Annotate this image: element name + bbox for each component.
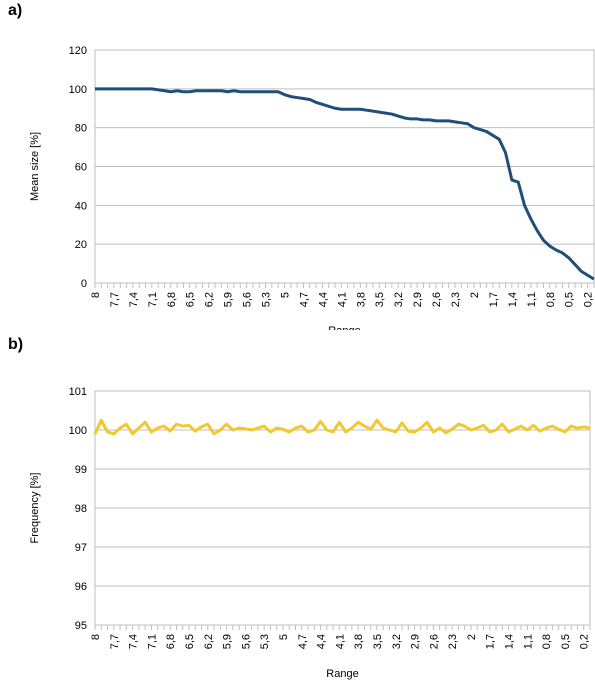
chart-a-x-tick-label: 4,1 — [336, 292, 348, 307]
chart-b-y-tick-label: 98 — [75, 503, 87, 515]
chart-b-x-tick-label: 7,1 — [146, 634, 158, 649]
chart-b-x-tick-label: 2,9 — [410, 634, 422, 649]
chart-b-x-tick-label: 4,7 — [297, 634, 309, 649]
chart-b-x-tick-label: 0,5 — [560, 634, 572, 649]
chart-a-x-tick-label: 7,7 — [109, 292, 121, 307]
chart-a-series-line — [95, 87, 595, 281]
chart-b-x-tick-label: 1,7 — [485, 634, 497, 649]
chart-a-x-tick-label: 5 — [279, 292, 291, 298]
chart-a-x-tick-label: 0,2 — [583, 292, 595, 307]
chart-a-x-tick-label: 8 — [90, 292, 102, 298]
chart-b-x-tick-label: 3,2 — [391, 634, 403, 649]
chart-b-x-axis-label: Range — [326, 668, 358, 680]
chart-b-y-tick-label: 99 — [75, 464, 87, 476]
panel-a-label: a) — [8, 2, 23, 19]
chart-b-x-tick-label: 1,4 — [504, 634, 516, 649]
chart-a-x-tick-label: 0,8 — [545, 292, 557, 307]
chart-b-x-tick-label: 6,5 — [184, 634, 196, 649]
chart-b-x-tick-label: 4,4 — [316, 634, 328, 649]
chart-b-x-tick-label: 0,2 — [579, 634, 591, 649]
chart-a-x-tick-label: 6,2 — [204, 292, 216, 307]
chart-a-x-tick-label: 3,2 — [393, 292, 405, 307]
chart-b-x-tick-label: 3,8 — [353, 634, 365, 649]
chart-b-y-tick-label: 95 — [75, 620, 87, 632]
chart-b-x-tick-label: 1,1 — [522, 634, 534, 649]
chart-b-x-tick-label: 5,9 — [222, 634, 234, 649]
chart-b-y-tick-label: 97 — [75, 542, 87, 554]
chart-a-x-tick-label: 1,7 — [488, 292, 500, 307]
frequency-chart: 95 96 97 98 99 100 101 8 7,7 7,4 7,1 6,8 6,5 6,2 5,9 5,… — [29, 386, 591, 680]
chart-b-x-tick-label: 3,5 — [372, 634, 384, 649]
chart-b-y-tick-label: 96 — [75, 581, 87, 593]
chart-a-x-tick-label: 5,9 — [223, 292, 235, 307]
chart-a-x-tick-label: 6,5 — [185, 292, 197, 307]
chart-b-x-tick-label: 4,1 — [334, 634, 346, 649]
chart-b-x-tick-label: 5,3 — [259, 634, 271, 649]
chart-b-y-tick-label: 101 — [69, 386, 87, 398]
chart-a-y-tick-label: 20 — [75, 239, 87, 251]
panel-b-label: b) — [8, 336, 24, 353]
chart-a-x-tick-label: 1,1 — [526, 292, 538, 307]
chart-a-y-tick-label: 60 — [75, 162, 87, 174]
chart-a-x-tick-label: 5,6 — [242, 292, 254, 307]
chart-b-series-line — [93, 418, 591, 436]
chart-a-y-tick-label: 80 — [75, 123, 87, 135]
chart-b-x-tick-label: 5,6 — [240, 634, 252, 649]
chart-a-x-tick-label: 7,4 — [128, 292, 140, 307]
chart-b-x-tick-label: 5 — [278, 634, 290, 640]
chart-a-x-tick-label: 1,4 — [507, 292, 519, 307]
chart-a-x-tick-label: 2,6 — [431, 292, 443, 307]
chart-a-y-axis-label: Mean size [%] — [29, 132, 41, 201]
chart-a-y-tick-label: 0 — [81, 278, 87, 290]
chart-a-x-tick-label: 5,3 — [261, 292, 273, 307]
chart-a-y-tick-label: 40 — [75, 200, 87, 212]
chart-a-y-tick-label: 120 — [69, 45, 87, 57]
chart-a-y-tick-label: 100 — [69, 84, 87, 96]
chart-b-x-tick-label: 7,7 — [109, 634, 121, 649]
chart-b-x-tick-label: 2,6 — [428, 634, 440, 649]
chart-a-x-tick-label: 6,8 — [166, 292, 178, 307]
chart-b-y-tick-label: 100 — [69, 425, 87, 437]
chart-b-x-tick-label: 8 — [90, 634, 102, 640]
chart-b-x-tick-label: 6,8 — [165, 634, 177, 649]
chart-b-x-tick-label: 7,4 — [128, 634, 140, 649]
chart-b-x-tick-label: 2,3 — [447, 634, 459, 649]
chart-a-x-tick-label: 0,5 — [564, 292, 576, 307]
mean-size-chart: 0 20 40 60 80 100 120 8 7,7 7,4 7,1 6,8 6,5 6,2 5,9 5,6… — [29, 45, 595, 330]
chart-a-x-tick-label: 2,3 — [450, 292, 462, 307]
chart-a-x-tick-label: 3,5 — [374, 292, 386, 307]
chart-a-x-tick-label: 2 — [469, 292, 481, 298]
chart-b-x-tick-label: 2 — [466, 634, 478, 640]
chart-b-y-axis-label: Frequency [%] — [29, 473, 41, 544]
chart-a-x-tick-label: 2,9 — [412, 292, 424, 307]
chart-a-x-tick-label: 3,8 — [355, 292, 367, 307]
chart-a-x-axis-label: Range — [328, 325, 360, 330]
chart-a-x-tick-label: 7,1 — [147, 292, 159, 307]
chart-a-x-tick-label: 4,4 — [317, 292, 329, 307]
chart-a-x-tick-label: 4,7 — [298, 292, 310, 307]
chart-b-x-tick-label: 0,8 — [541, 634, 553, 649]
chart-b-x-tick-label: 6,2 — [203, 634, 215, 649]
